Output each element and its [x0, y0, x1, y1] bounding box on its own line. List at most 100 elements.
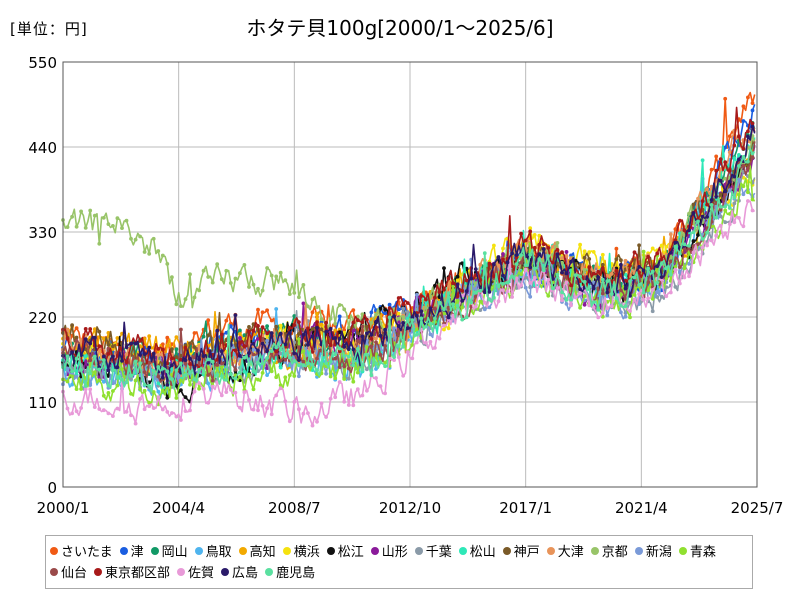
series-point: [433, 346, 437, 350]
series-point: [351, 363, 356, 368]
series-point: [287, 325, 292, 330]
series-point: [696, 233, 700, 237]
series-point: [560, 256, 564, 260]
series-point: [88, 208, 93, 213]
series-point: [70, 323, 74, 327]
series-point: [83, 226, 88, 230]
legend-marker: [282, 546, 291, 555]
series-point: [428, 339, 433, 344]
series-point: [487, 297, 492, 302]
series-point: [247, 285, 251, 289]
series-point: [228, 372, 233, 376]
series-point: [668, 272, 673, 277]
series-point: [228, 387, 233, 392]
series-point: [160, 342, 165, 347]
series-point: [111, 389, 115, 393]
series-point: [532, 266, 537, 271]
series-point: [464, 289, 469, 293]
series-point: [256, 324, 260, 328]
series-point: [138, 353, 143, 357]
series-point: [306, 411, 310, 415]
series-point: [142, 337, 147, 341]
series-point: [74, 356, 79, 361]
legend-marker: [50, 567, 58, 576]
series-point: [97, 241, 102, 246]
series-point: [442, 266, 446, 270]
series-point: [514, 253, 519, 257]
series-point: [315, 311, 319, 316]
series-point: [587, 285, 592, 289]
series-point: [714, 168, 719, 173]
series-point: [424, 305, 428, 310]
series-point: [269, 412, 274, 417]
series-point: [410, 356, 415, 361]
series-point: [650, 269, 655, 274]
series-point: [492, 243, 496, 248]
series-point: [678, 281, 682, 286]
series-point: [374, 361, 378, 366]
series-point: [551, 286, 555, 291]
series-point: [337, 365, 342, 369]
series-point: [292, 351, 297, 356]
series-point: [737, 164, 741, 168]
series-point: [265, 338, 269, 343]
series-point: [274, 274, 279, 279]
series-point: [514, 262, 519, 266]
series-point: [310, 327, 315, 331]
series-point: [310, 362, 315, 367]
legend-marker: [119, 546, 128, 555]
series-point: [582, 302, 587, 307]
series-point: [723, 96, 728, 101]
series-point: [251, 352, 256, 357]
series-point: [365, 352, 369, 357]
series-point: [324, 329, 328, 334]
series-point: [88, 358, 93, 363]
series-point: [523, 263, 528, 268]
series-point: [120, 367, 124, 372]
series-point: [623, 304, 628, 308]
series-point: [528, 229, 533, 234]
series-point: [387, 315, 392, 320]
series-point: [605, 279, 610, 284]
series-point: [383, 364, 387, 369]
series-point: [111, 414, 115, 418]
series-point: [700, 237, 705, 241]
legend-marker: [502, 546, 511, 555]
series-point: [582, 255, 587, 260]
series-point: [328, 343, 333, 348]
series-point: [251, 368, 256, 373]
series-point: [342, 328, 347, 332]
series-point: [346, 403, 351, 407]
series-point: [228, 281, 233, 285]
series-point: [147, 334, 152, 339]
series-point: [401, 315, 406, 320]
legend-label: 松山: [469, 545, 496, 560]
series-point: [269, 318, 274, 323]
series-point: [165, 335, 170, 340]
series-point: [564, 302, 569, 306]
series-point: [682, 228, 687, 233]
series-point: [727, 222, 732, 227]
series-point: [183, 395, 188, 400]
series-point: [578, 291, 582, 296]
series-point: [92, 405, 97, 409]
series-point: [614, 257, 619, 261]
series-point: [727, 168, 732, 173]
series-point: [238, 341, 242, 345]
series-point: [315, 368, 319, 373]
series-point: [297, 295, 301, 300]
series-point: [70, 369, 74, 374]
series-point: [210, 384, 215, 389]
series-point: [492, 262, 496, 267]
series-point: [551, 260, 555, 265]
series-point: [578, 274, 582, 279]
series-point: [83, 359, 88, 363]
series-point: [92, 335, 97, 340]
series-point: [387, 306, 392, 310]
series-point: [655, 264, 660, 269]
series-point: [473, 286, 478, 291]
series-point: [219, 374, 224, 378]
series-point: [578, 305, 582, 310]
series-point: [365, 331, 369, 336]
series-point: [278, 351, 283, 356]
